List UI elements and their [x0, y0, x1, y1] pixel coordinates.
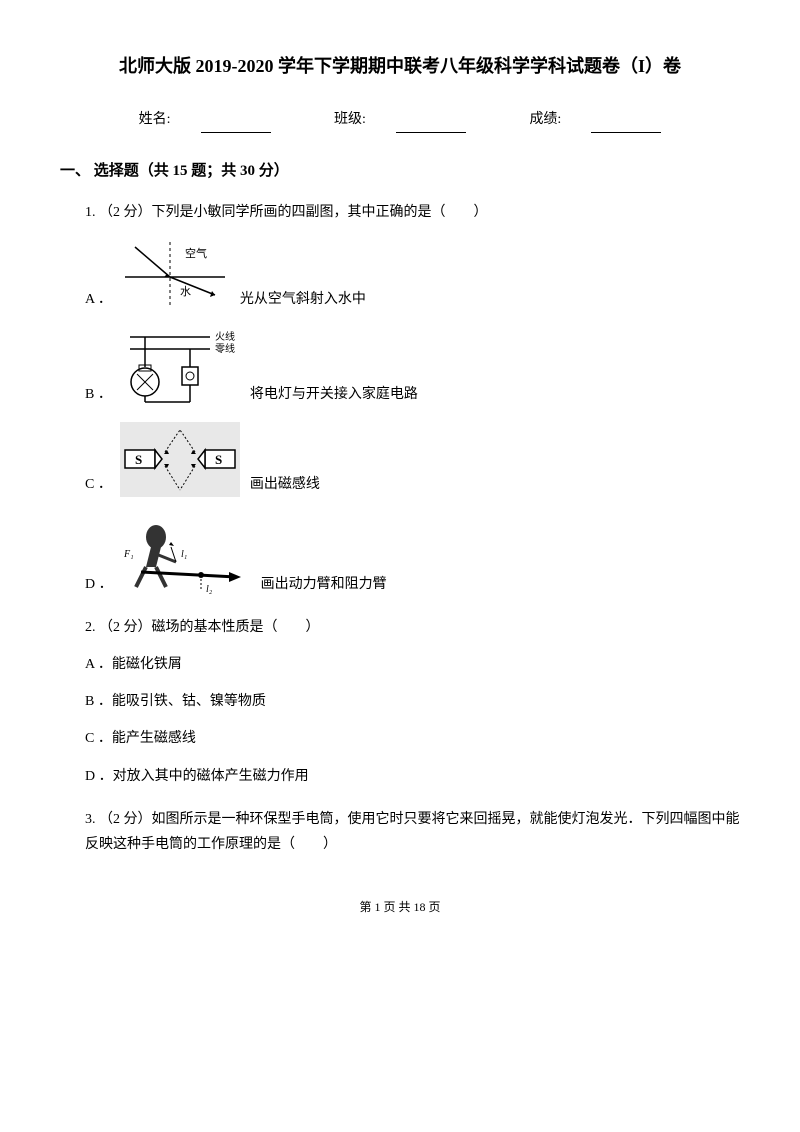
question-2-text: 2. （2 分）磁场的基本性质是（ ） — [85, 615, 740, 640]
option-1c-label: C ． — [85, 472, 112, 497]
option-1d-label: D ． — [85, 572, 113, 597]
svg-text:水: 水 — [180, 285, 191, 298]
svg-text:l₁: l₁ — [181, 549, 187, 560]
class-label: 班级: — [319, 112, 481, 127]
svg-text:F₁: F₁ — [123, 549, 134, 560]
svg-text:S: S — [135, 452, 142, 467]
diagram-lever: F₁ l₂ l₁ — [121, 512, 251, 597]
student-info-line: 姓名: 班级: 成绩: — [60, 107, 740, 132]
question-2: 2. （2 分）磁场的基本性质是（ ） A ．能磁化铁屑 B ．能吸引铁、钴、镍… — [85, 615, 740, 789]
page-footer: 第 1 页 共 18 页 — [60, 897, 740, 919]
svg-text:空气: 空气 — [185, 246, 207, 260]
question-3: 3. （2 分）如图所示是一种环保型手电筒，使用它时只要将它来回摇晃，就能使灯泡… — [85, 807, 740, 857]
svg-text:l₂: l₂ — [206, 584, 213, 595]
svg-text:零线: 零线 — [215, 342, 235, 355]
option-1d-text: 画出动力臂和阻力臂 — [261, 572, 387, 597]
diagram-circuit: 火线 零线 — [120, 327, 240, 407]
diagram-refraction: 空气 水 — [120, 237, 230, 312]
name-label: 姓名: — [124, 112, 286, 127]
question-3-text: 3. （2 分）如图所示是一种环保型手电筒，使用它时只要将它来回摇晃，就能使灯泡… — [85, 807, 740, 857]
option-1b: B ． 火线 零线 将电灯与开关接入家庭电路 — [85, 327, 740, 407]
page-title: 北师大版 2019-2020 学年下学期期中联考八年级科学学科试题卷（I）卷 — [60, 50, 740, 82]
question-1-text: 1. （2 分）下列是小敏同学所画的四副图，其中正确的是（ ） — [85, 200, 740, 225]
option-1a-text: 光从空气斜射入水中 — [240, 287, 366, 312]
option-1c-text: 画出磁感线 — [250, 472, 320, 497]
option-1b-text: 将电灯与开关接入家庭电路 — [250, 382, 418, 407]
option-1c: C ． S S 画出磁感线 — [85, 422, 740, 497]
option-1a: A ． 空气 水 光从空气斜射入水中 — [85, 237, 740, 312]
option-2c: C ．能产生磁感线 — [85, 726, 740, 751]
option-1b-label: B ． — [85, 382, 112, 407]
score-label: 成绩: — [514, 112, 676, 127]
option-2d: D ．对放入其中的磁体产生磁力作用 — [85, 764, 740, 789]
option-2b: B ．能吸引铁、钴、镍等物质 — [85, 689, 740, 714]
diagram-magnetic-field: S S — [120, 422, 240, 497]
option-1d: D ． F₁ l₂ l₁ 画出动力臂和阻力臂 — [85, 512, 740, 597]
svg-text:S: S — [215, 452, 222, 467]
question-1: 1. （2 分）下列是小敏同学所画的四副图，其中正确的是（ ） A ． 空气 水… — [85, 200, 740, 597]
section-header: 一、 选择题（共 15 题；共 30 分） — [60, 158, 740, 185]
option-2a: A ．能磁化铁屑 — [85, 652, 740, 677]
svg-text:火线: 火线 — [215, 330, 235, 343]
option-1a-label: A ． — [85, 287, 112, 312]
